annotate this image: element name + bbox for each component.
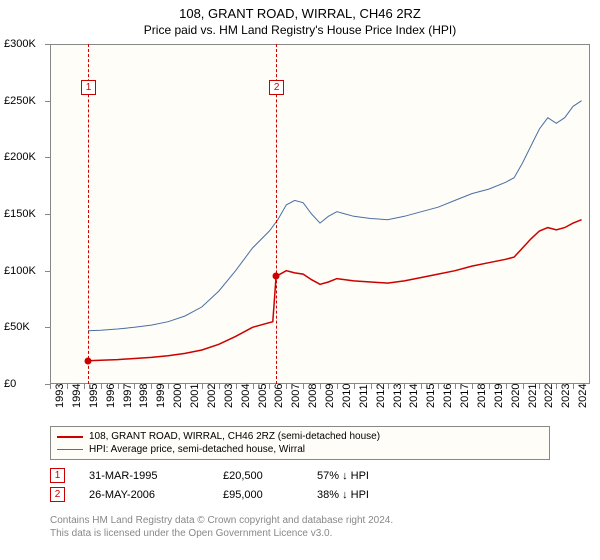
x-axis-label: 1999 bbox=[155, 384, 167, 408]
transaction-marker-2: 2 bbox=[50, 487, 65, 502]
transaction-row-1: 1 31-MAR-1995 £20,500 57% ↓ HPI bbox=[50, 466, 397, 485]
x-axis-label: 2001 bbox=[189, 384, 201, 408]
legend-item-2: HPI: Average price, semi-detached house,… bbox=[57, 443, 543, 456]
legend-swatch-1 bbox=[57, 436, 83, 438]
x-axis-label: 1998 bbox=[138, 384, 150, 408]
y-axis-label: £200K bbox=[4, 151, 36, 163]
x-axis-label: 2020 bbox=[510, 384, 522, 408]
chart-container: 108, GRANT ROAD, WIRRAL, CH46 2RZ Price … bbox=[0, 0, 600, 560]
x-axis-label: 2005 bbox=[257, 384, 269, 408]
x-axis-label: 2022 bbox=[543, 384, 555, 408]
x-axis-label: 2013 bbox=[392, 384, 404, 408]
x-axis-label: 1997 bbox=[122, 384, 134, 408]
x-axis-label: 2021 bbox=[527, 384, 539, 408]
x-axis-label: 2009 bbox=[324, 384, 336, 408]
y-axis-label: £50K bbox=[4, 321, 30, 333]
y-axis-label: £100K bbox=[4, 265, 36, 277]
x-axis-label: 2004 bbox=[240, 384, 252, 408]
footer: Contains HM Land Registry data © Crown c… bbox=[50, 514, 393, 540]
x-axis-label: 1996 bbox=[105, 384, 117, 408]
transaction-info: 1 31-MAR-1995 £20,500 57% ↓ HPI 2 26-MAY… bbox=[50, 466, 397, 504]
x-axis-label: 2024 bbox=[577, 384, 589, 408]
x-axis-label: 2012 bbox=[375, 384, 387, 408]
legend: 108, GRANT ROAD, WIRRAL, CH46 2RZ (semi-… bbox=[50, 426, 550, 460]
transaction-row-2: 2 26-MAY-2006 £95,000 38% ↓ HPI bbox=[50, 485, 397, 504]
x-axis-label: 2006 bbox=[273, 384, 285, 408]
x-axis-label: 2011 bbox=[358, 384, 370, 408]
x-axis-label: 2003 bbox=[223, 384, 235, 408]
x-axis-label: 2002 bbox=[206, 384, 218, 408]
transaction-date-2: 26-MAY-2006 bbox=[89, 489, 199, 501]
y-axis-label: £300K bbox=[4, 38, 36, 50]
x-axis-label: 2007 bbox=[290, 384, 302, 408]
footer-line-1: Contains HM Land Registry data © Crown c… bbox=[50, 514, 393, 527]
transaction-date-1: 31-MAR-1995 bbox=[89, 470, 199, 482]
chart-subtitle: Price paid vs. HM Land Registry's House … bbox=[0, 21, 600, 37]
x-axis-label: 2015 bbox=[425, 384, 437, 408]
x-axis-label: 2018 bbox=[476, 384, 488, 408]
x-axis-label: 2017 bbox=[459, 384, 471, 408]
x-axis-label: 2016 bbox=[442, 384, 454, 408]
y-axis-label: £150K bbox=[4, 208, 36, 220]
x-axis-label: 1994 bbox=[71, 384, 83, 408]
y-axis-label: £0 bbox=[4, 378, 16, 390]
x-axis-label: 2008 bbox=[307, 384, 319, 408]
chart-marker-2: 2 bbox=[269, 80, 284, 95]
x-axis-label: 2014 bbox=[408, 384, 420, 408]
x-axis-label: 1993 bbox=[54, 384, 66, 408]
transaction-price-2: £95,000 bbox=[223, 489, 293, 501]
legend-label-1: 108, GRANT ROAD, WIRRAL, CH46 2RZ (semi-… bbox=[89, 431, 380, 442]
x-axis-label: 2023 bbox=[560, 384, 572, 408]
transaction-hpi-1: 57% ↓ HPI bbox=[317, 470, 397, 482]
transaction-hpi-2: 38% ↓ HPI bbox=[317, 489, 397, 501]
chart-area: £0£50K£100K£150K£200K£250K£300K199319941… bbox=[50, 44, 590, 384]
x-axis-label: 2000 bbox=[172, 384, 184, 408]
x-axis-label: 2019 bbox=[493, 384, 505, 408]
chart-marker-1: 1 bbox=[81, 80, 96, 95]
x-axis-label: 2010 bbox=[341, 384, 353, 408]
chart-svg bbox=[50, 44, 590, 384]
legend-swatch-2 bbox=[57, 449, 83, 450]
footer-line-2: This data is licensed under the Open Gov… bbox=[50, 527, 393, 540]
y-axis-label: £250K bbox=[4, 95, 36, 107]
legend-item-1: 108, GRANT ROAD, WIRRAL, CH46 2RZ (semi-… bbox=[57, 430, 543, 443]
transaction-marker-1: 1 bbox=[50, 468, 65, 483]
x-axis-label: 1995 bbox=[88, 384, 100, 408]
transaction-price-1: £20,500 bbox=[223, 470, 293, 482]
legend-label-2: HPI: Average price, semi-detached house,… bbox=[89, 444, 305, 455]
chart-title: 108, GRANT ROAD, WIRRAL, CH46 2RZ bbox=[0, 0, 600, 21]
